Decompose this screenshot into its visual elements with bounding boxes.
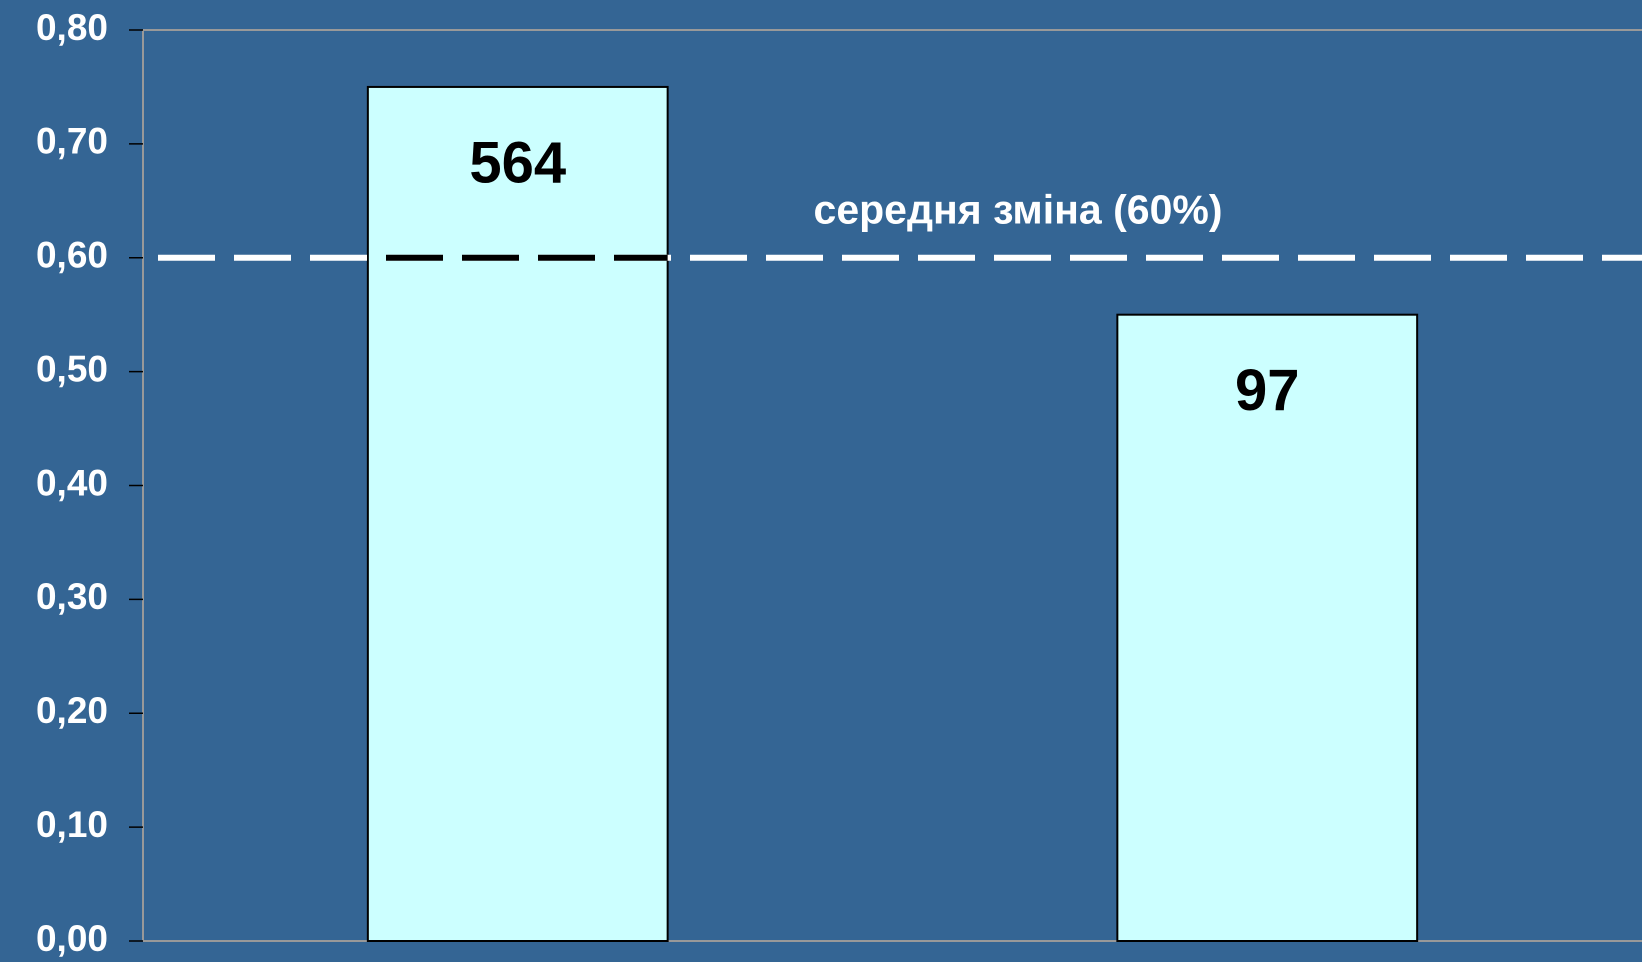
- y-tick-label: 0,70: [36, 121, 108, 162]
- y-tick-label: 0,10: [36, 804, 108, 845]
- y-tick-label: 0,50: [36, 348, 108, 389]
- y-tick-label: 0,60: [36, 235, 108, 276]
- bar: [1116, 313, 1419, 942]
- y-tick-label: 0,40: [36, 462, 108, 503]
- y-tick-label: 0,00: [36, 918, 108, 959]
- bar-annotation: 97: [1235, 358, 1300, 423]
- bar-annotation: 564: [469, 130, 566, 195]
- y-tick-label: 0,80: [36, 7, 108, 48]
- reference-label: середня зміна (60%): [814, 187, 1223, 233]
- bar: [366, 85, 669, 942]
- y-tick-label: 0,20: [36, 690, 108, 731]
- y-tick-label: 0,30: [36, 576, 108, 617]
